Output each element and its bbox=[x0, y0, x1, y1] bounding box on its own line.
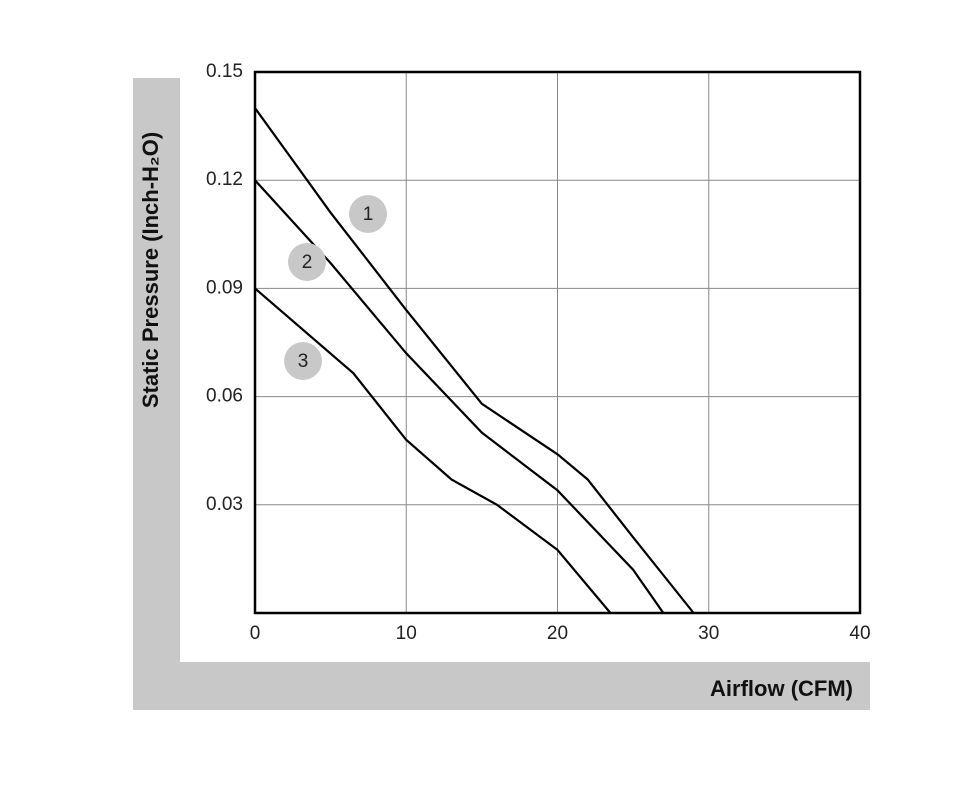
x-tick-label: 0 bbox=[250, 623, 261, 644]
y-tick-label: 0.06 bbox=[206, 386, 243, 407]
backdrop-left bbox=[133, 78, 180, 710]
y-tick-label: 0.15 bbox=[206, 61, 243, 82]
backdrop-bottom bbox=[133, 662, 870, 710]
x-axis-title: Airflow (CFM) bbox=[710, 676, 853, 701]
series-label: 3 bbox=[298, 351, 309, 372]
y-tick-label: 0.03 bbox=[206, 494, 243, 515]
y-tick-label: 0.12 bbox=[206, 169, 243, 190]
line bbox=[254, 287, 612, 614]
y-tick-label: 0.09 bbox=[206, 277, 243, 298]
y-axis-title: Static Pressure (Inch-H₂O) bbox=[138, 132, 163, 408]
plot-border bbox=[253, 70, 862, 615]
x-tick-label: 30 bbox=[698, 623, 719, 644]
series-label: 2 bbox=[302, 252, 313, 273]
series-badge bbox=[288, 243, 326, 281]
x-tick-label: 10 bbox=[396, 623, 417, 644]
line bbox=[254, 107, 695, 614]
series-badge bbox=[284, 342, 322, 380]
series-badge bbox=[349, 195, 387, 233]
line bbox=[254, 179, 665, 614]
x-tick-label: 20 bbox=[547, 623, 568, 644]
series-label: 1 bbox=[363, 204, 374, 225]
x-tick-label: 40 bbox=[849, 623, 870, 644]
